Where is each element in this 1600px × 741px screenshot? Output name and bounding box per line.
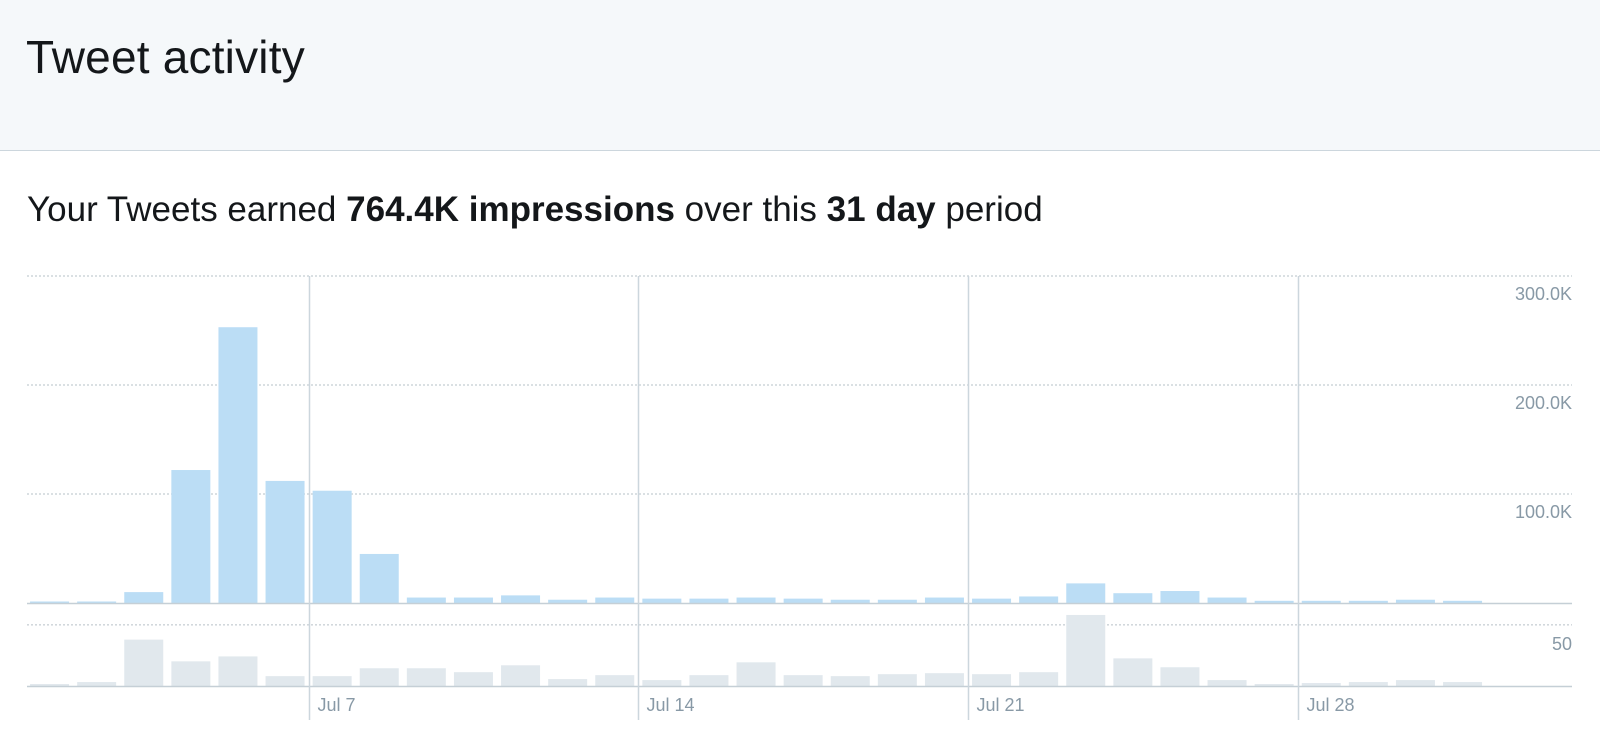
engagements-bar <box>171 661 211 686</box>
impressions-bar <box>1160 591 1200 603</box>
impressions-bar <box>1019 596 1059 603</box>
impressions-bar <box>359 553 399 603</box>
engagements-bar <box>406 668 446 686</box>
impressions-bar <box>1066 583 1106 603</box>
impressions-summary: Your Tweets earned 764.4K impressions ov… <box>27 190 1043 230</box>
impressions-y-tick-label: 200.0K <box>1515 393 1572 413</box>
engagements-bar <box>548 679 588 686</box>
impressions-bar <box>830 599 870 603</box>
engagements-bar <box>1113 658 1153 686</box>
engagements-bar <box>30 684 70 686</box>
engagements-bar <box>453 672 493 686</box>
engagements-bar <box>830 676 870 686</box>
engagements-bar <box>1301 683 1341 686</box>
impressions-bar <box>218 327 258 603</box>
engagements-bar <box>77 682 117 686</box>
impressions-bar <box>171 470 211 603</box>
impressions-bar <box>924 597 964 603</box>
impressions-bar <box>642 598 682 603</box>
impressions-bar <box>30 601 70 603</box>
engagements-bar <box>783 675 823 686</box>
impressions-bar <box>1348 600 1388 603</box>
engagements-bar <box>1348 682 1388 686</box>
impressions-bar <box>877 599 917 603</box>
engagements-bar <box>359 668 399 686</box>
page-header: Tweet activity <box>0 0 1600 151</box>
impressions-bar <box>265 480 305 603</box>
engagements-y-tick-label: 50 <box>1552 634 1572 654</box>
engagements-bar <box>1443 682 1483 686</box>
x-tick-label: Jul 14 <box>647 695 695 715</box>
engagements-bar <box>312 676 352 686</box>
engagements-bar <box>689 675 729 686</box>
impressions-bar <box>595 597 635 603</box>
impressions-bar <box>689 598 729 603</box>
summary-suffix: period <box>945 190 1043 229</box>
engagements-bar <box>877 674 917 686</box>
summary-impressions: 764.4K impressions <box>346 190 675 229</box>
impressions-bar <box>736 597 776 603</box>
impressions-bar <box>1443 600 1483 603</box>
impressions-bar <box>453 597 493 603</box>
impressions-bar <box>1113 593 1153 603</box>
impressions-bar <box>1254 600 1294 603</box>
engagements-bar <box>1254 684 1294 686</box>
impressions-bar <box>1301 600 1341 603</box>
impressions-bar <box>77 601 117 603</box>
x-tick-label: Jul 7 <box>318 695 356 715</box>
engagements-bar <box>265 676 305 686</box>
impressions-bar <box>312 490 352 603</box>
engagements-bar <box>1019 672 1059 686</box>
x-tick-label: Jul 21 <box>977 695 1025 715</box>
impressions-y-tick-label: 100.0K <box>1515 502 1572 522</box>
engagements-bar <box>501 665 541 686</box>
impressions-bar <box>124 592 164 603</box>
impressions-y-tick-label: 300.0K <box>1515 284 1572 304</box>
summary-middle: over this <box>684 190 817 229</box>
engagements-bar <box>124 639 164 686</box>
summary-prefix: Your Tweets earned <box>27 190 337 229</box>
engagements-bar <box>1160 667 1200 686</box>
engagements-bar <box>1395 680 1435 686</box>
engagements-bar <box>1066 614 1106 686</box>
impressions-bar <box>1395 599 1435 603</box>
engagements-bar <box>736 662 776 686</box>
impressions-bar <box>1207 597 1247 603</box>
summary-period: 31 day <box>826 190 936 229</box>
engagements-bar <box>1207 680 1247 686</box>
engagements-bar <box>642 680 682 686</box>
impressions-bar <box>548 599 588 603</box>
impressions-bar <box>406 597 446 603</box>
impressions-bar <box>972 598 1012 603</box>
engagements-bar <box>218 656 258 686</box>
engagements-bar <box>972 674 1012 686</box>
page-title: Tweet activity <box>26 31 305 83</box>
x-tick-label: Jul 28 <box>1307 695 1355 715</box>
impressions-bar <box>501 595 541 603</box>
engagements-bar <box>924 673 964 686</box>
impressions-bar <box>783 598 823 603</box>
engagements-bar <box>595 675 635 686</box>
